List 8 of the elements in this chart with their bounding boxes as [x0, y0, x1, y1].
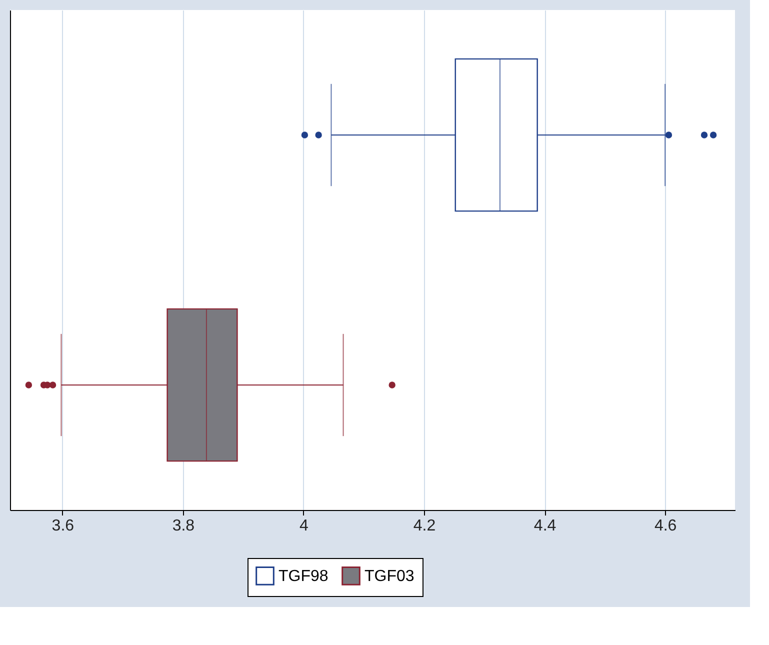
legend-label: TGF03	[364, 568, 414, 585]
x-tick-label: 4.6	[654, 518, 677, 534]
x-tick-label: 3.6	[52, 518, 74, 534]
legend-label: TGF98	[278, 568, 328, 585]
x-tick-label: 3.8	[172, 518, 195, 534]
x-tick-label: 4.2	[413, 518, 436, 534]
x-tick-label: 4.4	[534, 518, 556, 534]
x-tick-label: 4	[300, 518, 309, 534]
